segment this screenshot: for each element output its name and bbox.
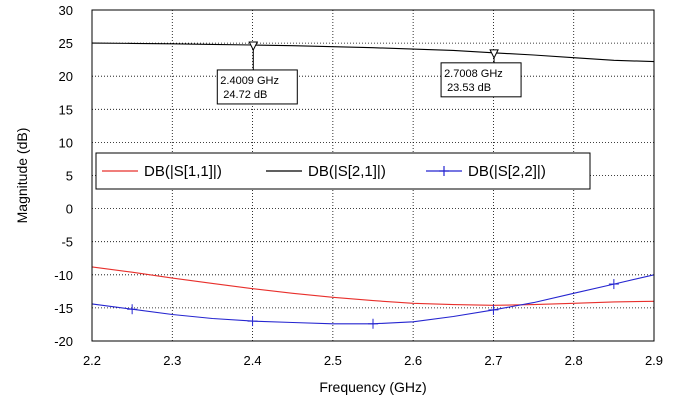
x-tick-label: 2.6 [404,353,422,368]
x-tick-label: 2.8 [565,353,583,368]
y-tick-label: 30 [59,3,73,18]
legend-entry-2: DB(|S[2,1]|) [266,163,386,180]
marker-annotations: 2.4009 GHz 24.72 dB 2.7008 GHz 23.53 dB [216,41,522,105]
marker-annotation: 2.4009 GHz 24.72 dB [216,41,298,105]
series-layer [91,42,655,329]
y-tick-label: 5 [66,169,73,184]
marker-annotation: 2.7008 GHz 23.53 dB [440,49,522,98]
legend-entry-1: DB(|S[1,1]|) [102,163,222,180]
x-axis-title: Frequency (GHz) [319,379,426,395]
marker-box [216,69,298,105]
series-marker [608,279,619,290]
y-tick-label: 25 [59,36,73,51]
y-tick-label: 0 [66,202,73,217]
y-tick-label: -20 [54,334,73,349]
marker-box [440,62,522,98]
marker-triangle [248,41,259,52]
tick-labels: 2.2 2.3 2.4 2.5 2.6 2.7 2.8 2.9 -20 -15 -10 -5 0 5 10 1… [54,3,663,368]
y-tick-label: -10 [54,268,73,283]
legend-label: DB(|S[2,1]|) [308,163,386,180]
y-axis-title: Magnitude (dB) [14,128,30,224]
marker-frequency: 2.7008 GHz [444,68,503,80]
legend-box [95,152,591,190]
marker-value: 23.53 dB [447,82,491,94]
marker-value: 24.72 dB [223,89,267,101]
x-tick-label: 2.3 [163,353,181,368]
legend-label: DB(|S[1,1]|) [144,163,222,180]
y-tick-label: 10 [59,135,73,150]
x-tick-label: 2.7 [484,353,502,368]
y-tick-label: 15 [59,102,73,117]
plot-frame [91,9,655,342]
y-tick-label: -15 [54,301,73,316]
y-tick-label: -5 [61,235,73,250]
series-marker [368,318,378,329]
legend: DB(|S[1,1]|) DB(|S[2,1]|) DB(|S[2,2]|) [95,152,591,190]
marker-triangle [489,49,499,59]
series-marker [247,316,258,327]
marker-frequency: 2.4009 GHz [220,75,279,87]
x-tick-label: 2.4 [244,353,262,368]
legend-label: DB(|S[2,2]|) [468,163,546,180]
x-tick-label: 2.5 [324,353,342,368]
x-tick-label: 2.2 [83,353,101,368]
series-marker [488,304,499,315]
series-line-1 [91,266,655,306]
series-marker [127,304,138,315]
series-line-2 [91,42,655,63]
y-tick-label: 20 [59,69,73,84]
x-tick-label: 2.9 [645,353,663,368]
legend-entry-3: DB(|S[2,2]|) [426,163,546,180]
